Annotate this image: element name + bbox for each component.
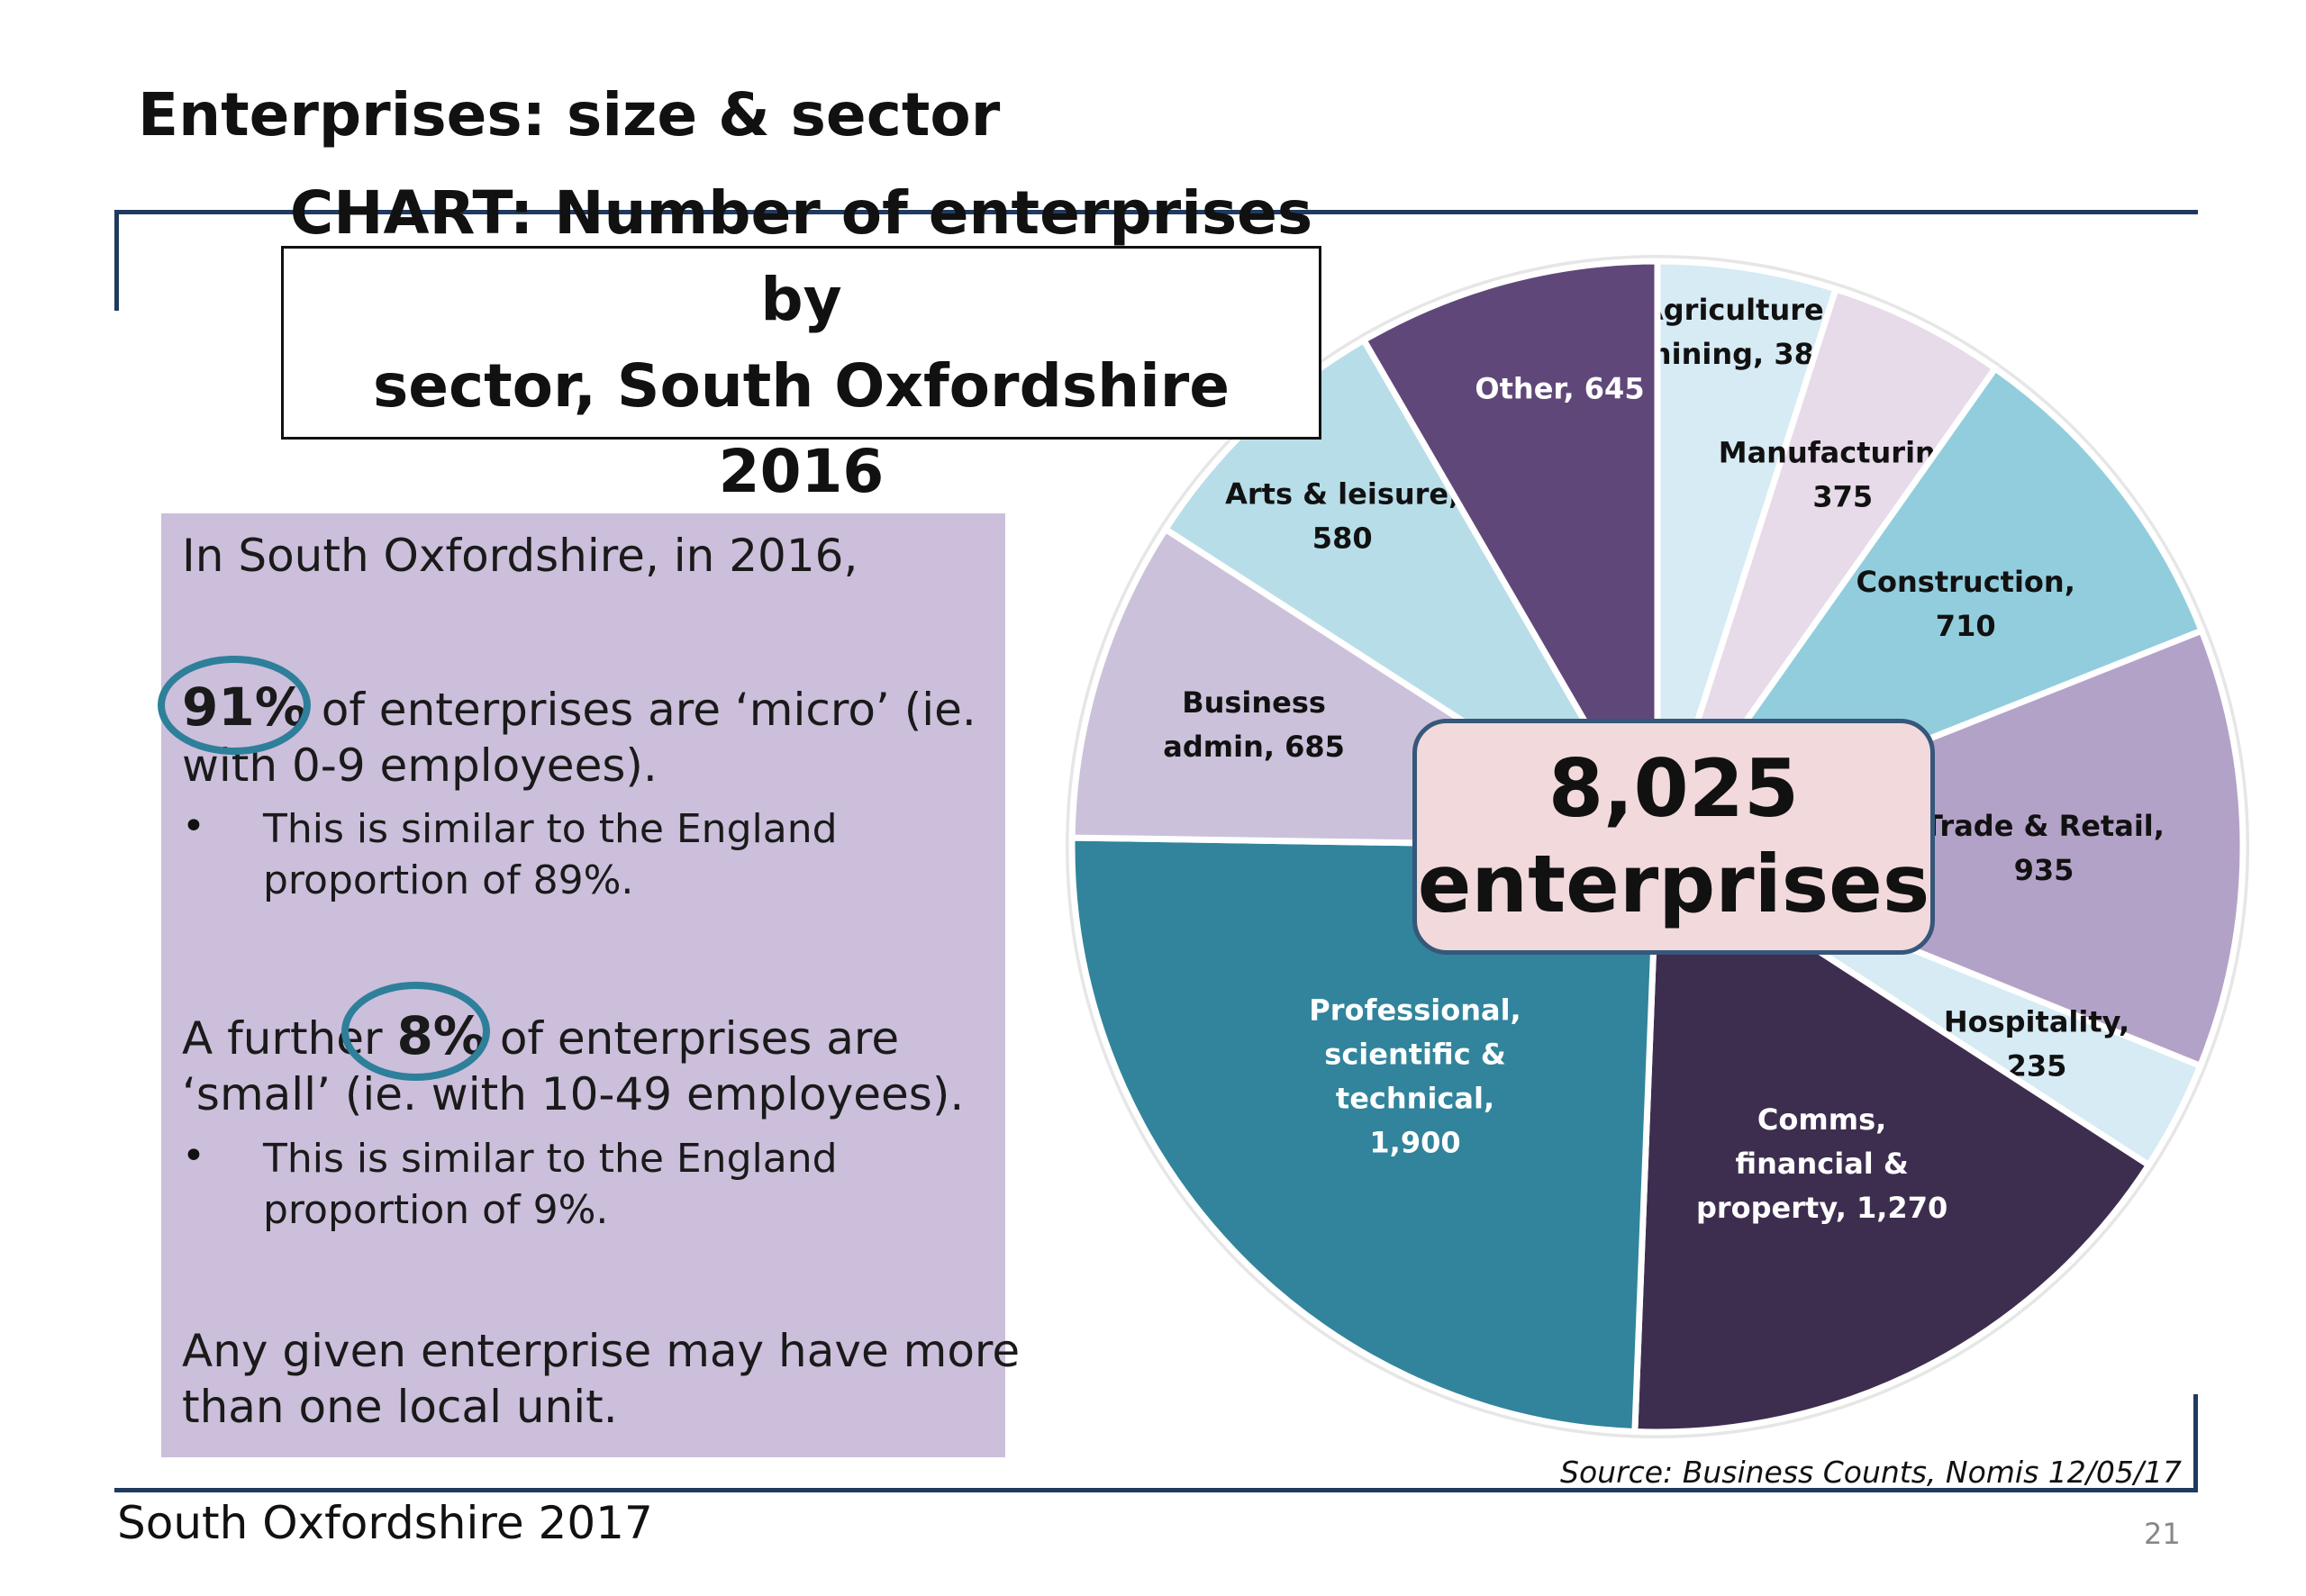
- small-line2: ‘small’ (ie. with 10-49 employees).: [182, 1068, 965, 1120]
- panel-intro: In South Oxfordshire, in 2016,: [182, 530, 858, 582]
- slice-label-line: 580: [1312, 521, 1373, 556]
- slice-label-line: Other, 645: [1475, 372, 1644, 406]
- slice-label-line: Construction,: [1857, 565, 2075, 599]
- total-enterprises-box: 8,025 enterprises: [1412, 719, 1935, 955]
- slice-label-line: Comms,: [1757, 1102, 1886, 1137]
- slice-label-line: Hospitality,: [1944, 1004, 2129, 1038]
- slice-label: Trade & Retail, 935: [1923, 809, 2165, 887]
- bottom-rule: [114, 1488, 2198, 1492]
- micro-bullet-dot: •: [182, 803, 205, 849]
- pie-slice: [1068, 834, 1661, 1436]
- micro-bullet-line2: proportion of 89%.: [263, 857, 634, 903]
- slice-label: Hospitality, 235: [1944, 1004, 2129, 1083]
- slice-label: Agriculture/mining, 380: [1641, 293, 1835, 371]
- slice-label: Arts & leisure, 580: [1225, 477, 1459, 556]
- source-note: Source: Business Counts, Nomis 12/05/17: [1560, 1455, 2182, 1490]
- slice-label: Comms, financial & property, 1,270: [1696, 1102, 1947, 1225]
- slice-label-line: scientific &: [1324, 1037, 1505, 1071]
- small-bullet-dot: •: [182, 1133, 205, 1179]
- slice-label-line: admin, 685: [1163, 730, 1345, 764]
- total-value: 8,025: [1548, 742, 1800, 836]
- slice-label-line: technical,: [1336, 1081, 1494, 1115]
- slice-label-line: property, 1,270: [1696, 1191, 1947, 1225]
- slice-label-line: Agriculture/: [1641, 293, 1835, 327]
- top-rule: [114, 210, 2198, 214]
- slice-label-line: 710: [1936, 609, 1996, 643]
- pie-slice: [1359, 258, 1661, 859]
- chart-title-line2: sector, South Oxfordshire 2016: [372, 350, 1230, 507]
- slice-label-line: mining, 380: [1641, 337, 1834, 371]
- slice-label: Professional, scientific & technical, 1,900: [1309, 993, 1521, 1159]
- page-number: 21: [2144, 1517, 2181, 1551]
- slice-label-line: financial &: [1735, 1147, 1908, 1181]
- pie-slice: [1654, 285, 2000, 849]
- micro-text1: of enterprises are ‘micro’ (ie.: [306, 684, 976, 736]
- slice-label-line: Trade & Retail,: [1923, 809, 2165, 843]
- chart-title-box: CHART: Number of enterprises by sector, …: [281, 178, 1321, 506]
- info-panel: In South Oxfordshire, in 2016, 91% of en…: [158, 513, 1020, 1457]
- slice-label: Other, 645: [1475, 372, 1644, 406]
- slice-label-line: 375: [1812, 479, 1873, 513]
- slice-label: Business admin, 685: [1163, 685, 1345, 764]
- pie-slice: [1631, 840, 2154, 1436]
- total-label: enterprises: [1417, 838, 1930, 930]
- slice-label-line: Business: [1182, 685, 1326, 720]
- chart-title-line1: CHART: Number of enterprises by: [289, 178, 1313, 334]
- slice-label-line: 935: [2014, 853, 2074, 887]
- slice-label-line: 1,900: [1369, 1125, 1460, 1159]
- footer-text: South Oxfordshire 2017: [117, 1497, 653, 1549]
- closing-line1: Any given enterprise may have more: [182, 1325, 1021, 1377]
- pie-slice: [1648, 626, 2247, 1070]
- slice-label-line: Arts & leisure,: [1225, 477, 1459, 512]
- bottom-right-tick: [2193, 1394, 2198, 1492]
- micro-highlight-ring: [158, 656, 311, 755]
- micro-bullet-line1: This is similar to the England: [263, 806, 838, 852]
- slice-label: Construction, 710: [1857, 565, 2075, 643]
- small-text1: of enterprises are: [485, 1012, 900, 1065]
- small-highlight-ring: [341, 982, 490, 1081]
- slice-label-line: Professional,: [1309, 993, 1521, 1027]
- slide-title: Enterprises: size & sector: [138, 80, 1001, 150]
- small-line1: A further 8% of enterprises are: [182, 1000, 899, 1073]
- top-left-tick: [114, 210, 119, 311]
- closing-line2: than one local unit.: [182, 1381, 618, 1433]
- small-bullet-line2: proportion of 9%.: [263, 1187, 609, 1233]
- small-bullet-line1: This is similar to the England: [263, 1136, 838, 1182]
